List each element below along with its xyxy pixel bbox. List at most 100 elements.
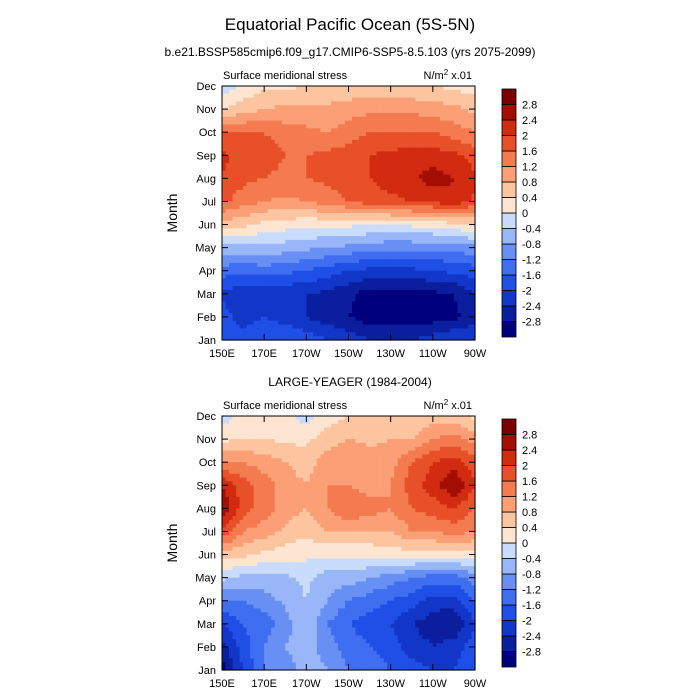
heatmap-cell [236, 178, 241, 183]
heatmap-cell [401, 128, 406, 133]
heatmap-cell [383, 189, 388, 195]
heatmap-cell [295, 220, 300, 226]
heatmap-cell [373, 151, 378, 156]
heatmap-cell [323, 259, 329, 264]
heatmap-cell [316, 97, 321, 102]
heatmap-cell [320, 297, 325, 303]
heatmap-cell [295, 159, 300, 164]
heatmap-cell [295, 270, 300, 276]
heatmap-cell [225, 259, 230, 264]
heatmap-cell [464, 97, 469, 102]
heatmap-cell [292, 309, 297, 314]
heatmap-cell [457, 316, 462, 322]
heatmap-cell [323, 128, 329, 133]
heatmap-cell [274, 128, 279, 133]
heatmap-cell [355, 224, 360, 229]
heatmap-cell [376, 162, 381, 168]
heatmap-cell [380, 174, 385, 179]
heatmap-cell [450, 255, 455, 260]
heatmap-cell [467, 220, 473, 226]
heatmap-cell [418, 209, 423, 214]
heatmap-cell [299, 224, 304, 229]
heatmap-cell [373, 201, 378, 206]
colorbar-box [501, 135, 517, 152]
heatmap-cell [352, 124, 357, 129]
heatmap-cell [222, 112, 227, 118]
heatmap-cell [323, 132, 329, 137]
heatmap-cell [376, 132, 381, 137]
heatmap-cell [411, 266, 416, 272]
heatmap-cell [460, 332, 466, 337]
heatmap-cell [397, 278, 402, 283]
heatmap-cell [439, 128, 444, 133]
heatmap-cell [383, 305, 388, 310]
heatmap-cell [376, 293, 381, 299]
heatmap-cell [355, 205, 360, 210]
heatmap-cell [306, 332, 311, 337]
heatmap-cell [229, 309, 234, 314]
heatmap-cell [274, 105, 279, 110]
heatmap-cell [236, 101, 241, 106]
heatmap-cell [429, 162, 434, 168]
heatmap-cell [309, 120, 314, 126]
heatmap-cell [330, 201, 336, 206]
heatmap-cell [464, 132, 469, 137]
heatmap-cell [302, 301, 307, 306]
heatmap-cell [460, 193, 466, 199]
heatmap-cell [464, 224, 469, 229]
heatmap-cell [313, 332, 318, 337]
heatmap-cell [373, 170, 378, 176]
heatmap-cell [309, 213, 314, 218]
heatmap-cell [253, 116, 258, 122]
heatmap-cell [390, 416, 395, 421]
heatmap-cell [401, 220, 406, 226]
heatmap-cell [222, 251, 227, 256]
heatmap-cell [376, 216, 381, 222]
heatmap-cell [292, 266, 297, 272]
heatmap-cell [348, 89, 353, 95]
heatmap-cell [464, 293, 469, 299]
heatmap-cell [246, 259, 251, 264]
colorbar-label: 0 [522, 208, 528, 220]
heatmap-cell [299, 193, 304, 199]
heatmap-cell [246, 182, 251, 187]
heatmap-cell [450, 209, 455, 214]
heatmap-cell [264, 166, 269, 172]
heatmap-cell [425, 297, 430, 303]
heatmap-cell [446, 278, 451, 283]
heatmap-cell [323, 209, 329, 214]
heatmap-cell [443, 128, 448, 133]
heatmap-cell [236, 201, 241, 206]
heatmap-cell [408, 120, 413, 126]
heatmap-cell [341, 105, 346, 110]
heatmap-cell [359, 182, 364, 187]
heatmap-cell [285, 216, 290, 222]
heatmap-cell [316, 232, 321, 237]
heatmap-cell [408, 293, 413, 299]
heatmap-cell [337, 251, 343, 256]
heatmap-cell [366, 159, 371, 164]
heatmap-cell [418, 112, 423, 118]
heatmap-cell [383, 247, 388, 253]
heatmap-cell [436, 143, 441, 149]
heatmap-cell [232, 189, 237, 195]
heatmap-cell [411, 313, 416, 318]
heatmap-cell [292, 143, 297, 149]
heatmap-cell [295, 236, 300, 241]
x-tick-label: 90W [464, 348, 487, 360]
heatmap-cell [239, 93, 244, 99]
heatmap-cell [306, 251, 311, 256]
heatmap-cell [467, 170, 473, 176]
heatmap-cell [285, 419, 290, 425]
heatmap-cell [281, 97, 286, 102]
heatmap-cell [334, 174, 339, 179]
heatmap-cell [404, 236, 409, 241]
heatmap-cell [299, 116, 304, 122]
heatmap-cell [250, 332, 255, 337]
heatmap-cell [443, 293, 448, 299]
heatmap-cell [274, 293, 279, 299]
heatmap-cell [288, 266, 293, 272]
heatmap-cell [260, 293, 265, 299]
heatmap-cell [281, 320, 286, 326]
heatmap-cell [415, 316, 420, 322]
